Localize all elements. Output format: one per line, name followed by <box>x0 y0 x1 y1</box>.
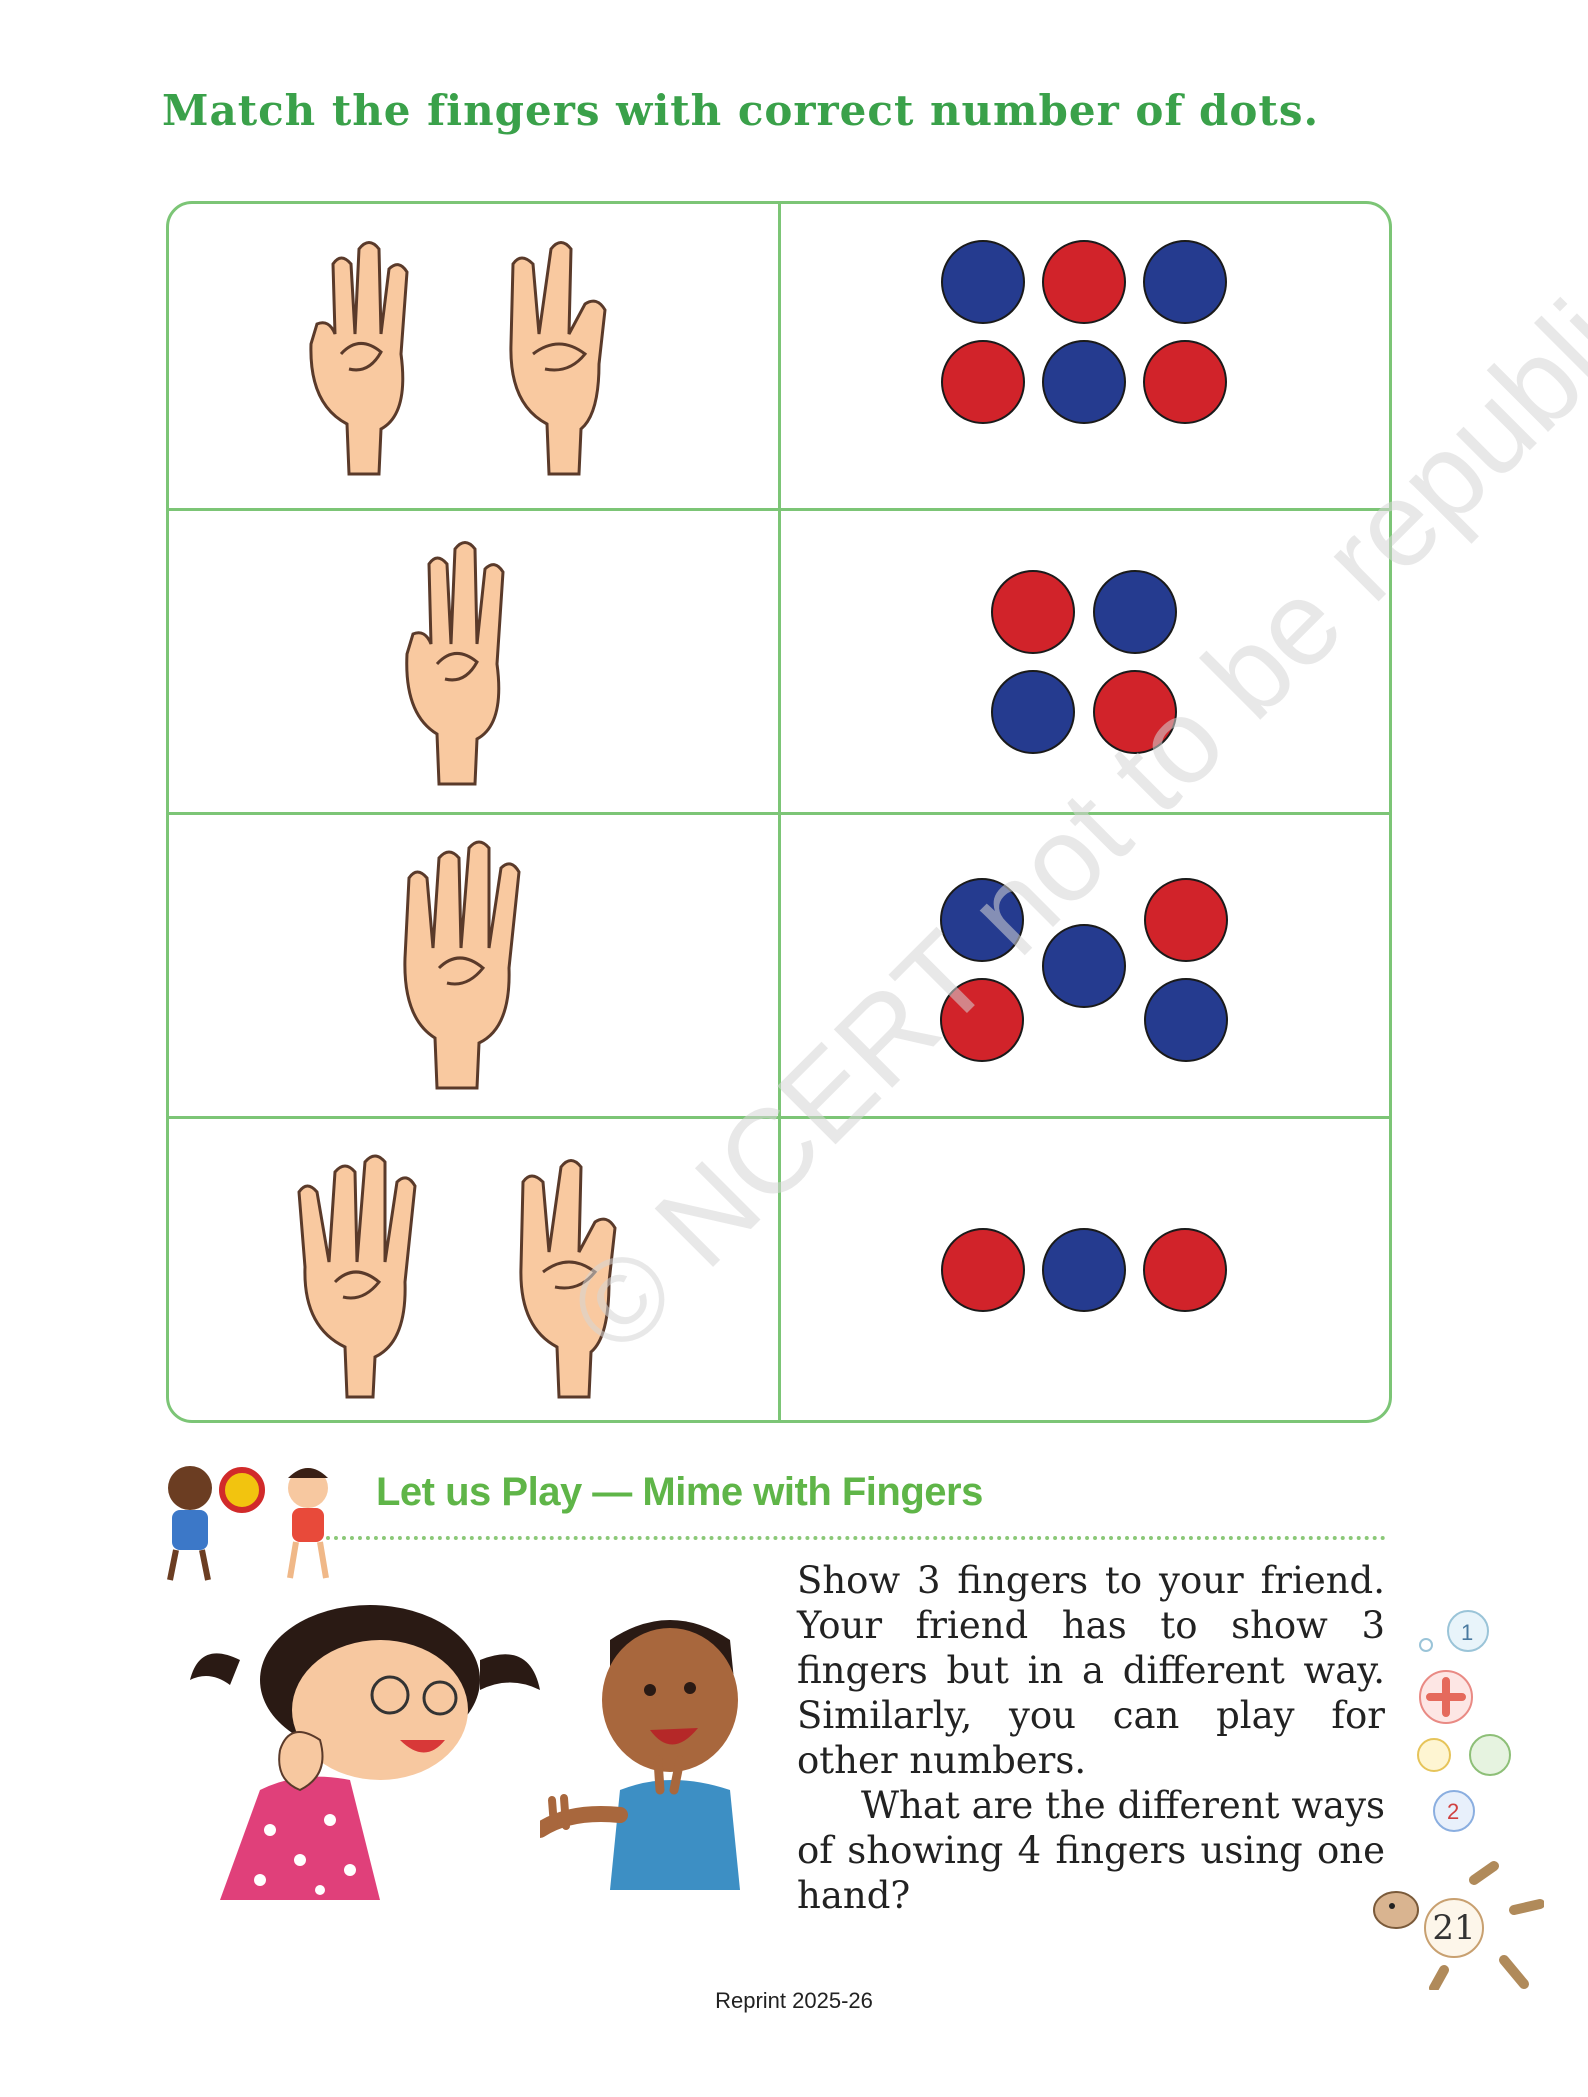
boy-showing-fingers-icon <box>540 1620 740 1890</box>
dots-layer <box>940 240 1228 1312</box>
red-dot <box>1042 240 1126 324</box>
red-dot <box>1144 878 1228 962</box>
page-title: Match the fingers with correct number of… <box>162 86 1320 135</box>
three-fingers-hand-icon <box>405 541 505 786</box>
red-dot <box>1143 340 1227 424</box>
red-dot <box>991 570 1075 654</box>
row-divider <box>169 812 1389 815</box>
four-fingers-hand-icon <box>297 1154 617 1399</box>
blue-dot <box>941 240 1025 324</box>
page-number: 21 <box>1424 1898 1484 1958</box>
blue-dot <box>1042 1228 1126 1312</box>
girl-showing-fingers-icon <box>190 1605 540 1900</box>
matching-table <box>166 201 1392 1423</box>
blue-dot <box>1143 240 1227 324</box>
activity-paragraph: Show 3 fingers to your friend. Your frie… <box>797 1558 1385 1918</box>
blue-dot <box>1042 924 1126 1008</box>
blue-dot <box>1042 340 1126 424</box>
kids-playing-icon <box>167 1466 329 1581</box>
row-divider <box>169 1116 1389 1119</box>
turtle-mascot-icon <box>1373 1861 1544 1990</box>
three-fingers-hand-icon <box>309 241 607 476</box>
svg-text:2: 2 <box>1447 1799 1459 1824</box>
red-dot <box>941 1228 1025 1312</box>
row-divider <box>169 508 1389 511</box>
red-dot <box>941 340 1025 424</box>
activity-instruction: Show 3 fingers to your friend. Your frie… <box>797 1559 1385 1782</box>
dotted-divider <box>326 1536 1386 1540</box>
red-dot <box>1143 1228 1227 1312</box>
section-heading: Let us Play — Mime with Fingers <box>376 1470 983 1514</box>
blue-dot <box>1093 570 1177 654</box>
red-dot <box>940 978 1024 1062</box>
reprint-footer: Reprint 2025-26 <box>715 1988 873 2013</box>
blue-dot <box>1144 978 1228 1062</box>
math-bubbles-icon: 1 2 <box>1417 1610 1511 1832</box>
red-dot <box>1093 670 1177 754</box>
four-fingers-hand-icon <box>403 840 521 1090</box>
activity-question: What are the different ways of showing 4… <box>797 1784 1385 1917</box>
svg-text:1: 1 <box>1461 1620 1473 1645</box>
blue-dot <box>940 878 1024 962</box>
blue-dot <box>991 670 1075 754</box>
